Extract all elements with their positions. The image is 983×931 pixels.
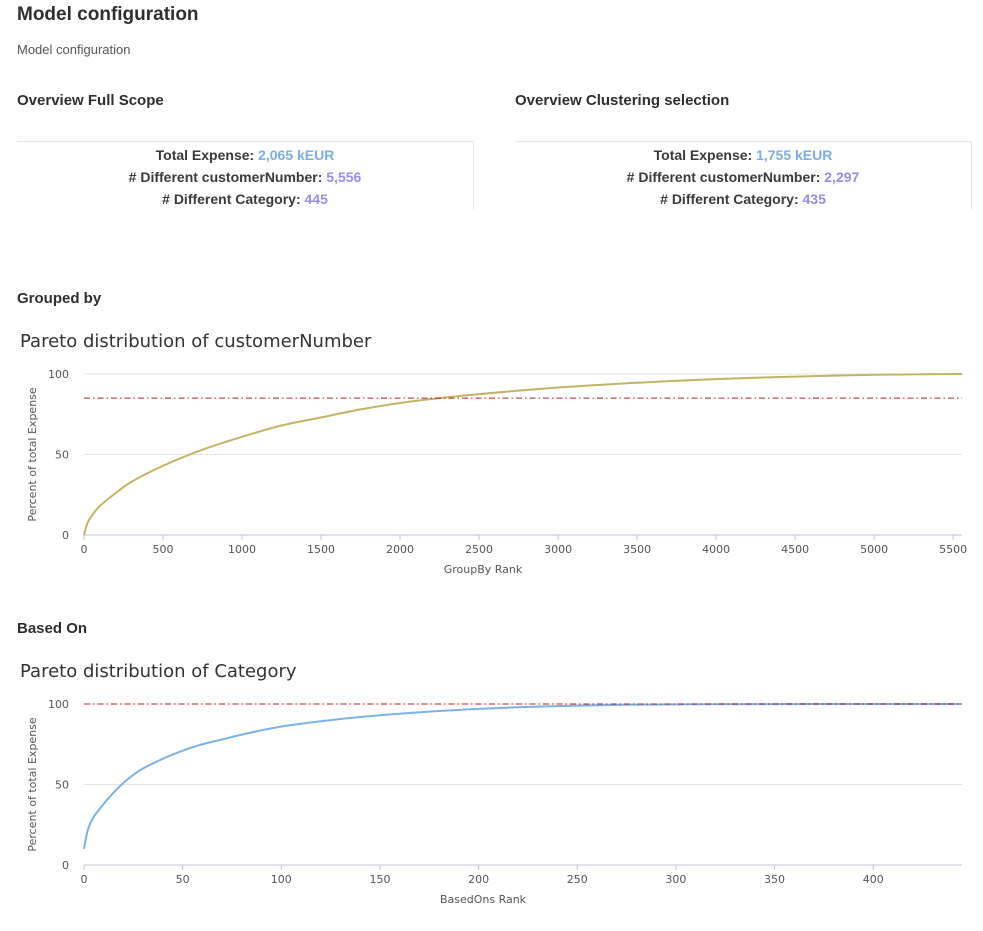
x-tick-label: 150: [369, 873, 390, 886]
overview-cluster-total-expense: Total Expense: 1,755 kEUR: [515, 144, 971, 166]
x-tick-label: 300: [665, 873, 686, 886]
x-tick-label: 5000: [860, 543, 888, 556]
overview-label: # Different Category:: [660, 191, 799, 207]
pareto-curve: [83, 702, 963, 850]
y-axis-label: Percent of total Expense: [26, 717, 39, 852]
x-axis-label: BasedOns Rank: [440, 893, 527, 906]
y-tick-label: 0: [62, 859, 69, 872]
overview-full-total-expense: Total Expense: 2,065 kEUR: [17, 144, 473, 166]
overview-value: 5,556: [326, 169, 362, 185]
based-on-title: Based On: [17, 620, 88, 637]
x-tick-label: 500: [153, 543, 174, 556]
overview-full-title: Overview Full Scope: [17, 92, 164, 109]
y-tick-label: 100: [48, 368, 69, 381]
page-title: Model configuration: [17, 4, 199, 25]
x-tick-label: 400: [863, 873, 884, 886]
x-axis-label: GroupBy Rank: [444, 563, 523, 576]
y-axis-label: Percent of total Expense: [26, 387, 39, 522]
overview-cluster-category-count: # Different Category: 435: [515, 188, 971, 210]
chart-title: Pareto distribution of Category: [20, 661, 297, 682]
page-subtitle: Model configuration: [17, 42, 131, 57]
pareto-customer-chart: Pareto distribution of customerNumber 0 50…: [0, 325, 983, 585]
x-tick-label: 1000: [228, 543, 256, 556]
pareto-category-chart: Pareto distribution of Category 0 50 100 0 50…: [0, 655, 983, 915]
overview-value: 2,065 kEUR: [258, 147, 335, 163]
x-tick-label: 1500: [307, 543, 335, 556]
y-tick-label: 0: [62, 529, 69, 542]
x-tick-label: 350: [764, 873, 785, 886]
pareto-customer-svg: Pareto distribution of customerNumber 0 50…: [20, 331, 967, 576]
x-tick-label: 0: [81, 873, 88, 886]
overview-value: 435: [802, 191, 826, 207]
y-tick-label: 50: [55, 449, 69, 462]
x-tick-label: 50: [176, 873, 190, 886]
x-tick-label: 3000: [544, 543, 572, 556]
overview-full-panel: Total Expense: 2,065 kEUR # Different cu…: [17, 141, 474, 210]
overview-label: # Different customerNumber:: [128, 169, 323, 185]
overview-label: Total Expense:: [155, 147, 255, 163]
overview-cluster-panel: Total Expense: 1,755 kEUR # Different cu…: [515, 141, 972, 210]
overview-label: Total Expense:: [653, 147, 753, 163]
x-tick-label: 200: [468, 873, 489, 886]
overview-full-category-count: # Different Category: 445: [17, 188, 473, 210]
overview-label: # Different Category:: [162, 191, 301, 207]
x-tick-label: 5500: [939, 543, 967, 556]
y-tick-label: 50: [55, 779, 69, 792]
x-tick-label: 4000: [702, 543, 730, 556]
x-tick-label: 4500: [781, 543, 809, 556]
grouped-by-title: Grouped by: [17, 290, 102, 307]
y-tick-label: 100: [48, 698, 69, 711]
overview-full-customer-count: # Different customerNumber: 5,556: [17, 166, 473, 188]
overview-value: 445: [304, 191, 328, 207]
x-tick-label: 250: [567, 873, 588, 886]
overview-label: # Different customerNumber:: [626, 169, 821, 185]
pareto-category-svg: Pareto distribution of Category 0 50 100 0 50…: [20, 661, 963, 906]
x-tick-label: 3500: [623, 543, 651, 556]
overview-cluster-customer-count: # Different customerNumber: 2,297: [515, 166, 971, 188]
x-tick-label: 2500: [465, 543, 493, 556]
x-tick-label: 2000: [386, 543, 414, 556]
x-tick-label: 0: [81, 543, 88, 556]
x-tick-label: 100: [271, 873, 292, 886]
overview-value: 1,755 kEUR: [756, 147, 833, 163]
chart-title: Pareto distribution of customerNumber: [20, 331, 372, 352]
overview-value: 2,297: [824, 169, 860, 185]
overview-cluster-title: Overview Clustering selection: [515, 92, 730, 109]
